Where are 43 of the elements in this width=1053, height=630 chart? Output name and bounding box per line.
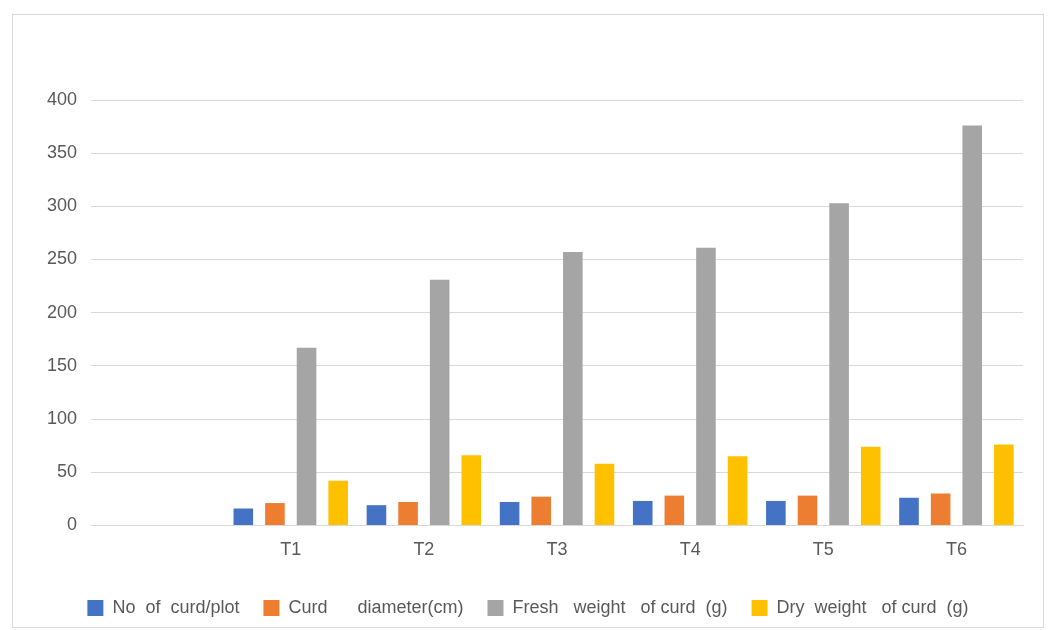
y-tick-label: 50	[57, 461, 78, 482]
bar	[797, 495, 818, 525]
y-tick-label: 150	[46, 354, 78, 375]
bar	[461, 455, 482, 525]
bar	[366, 505, 387, 525]
bar	[860, 446, 881, 525]
bar	[899, 497, 919, 525]
y-tick-label: 100	[46, 408, 78, 429]
bar	[429, 279, 450, 525]
bar	[296, 347, 317, 525]
x-tick-label: T4	[679, 539, 701, 560]
x-tick-label: T2	[413, 539, 435, 560]
y-tick-label: 250	[46, 248, 78, 269]
bar	[632, 500, 653, 525]
bar	[829, 203, 849, 525]
bar	[531, 496, 552, 525]
bar	[994, 444, 1014, 525]
y-tick-label: 400	[46, 88, 78, 109]
legend-label: Fresh weight of curd (g)	[512, 596, 728, 617]
x-tick-label: T5	[812, 539, 834, 560]
y-tick-label: 350	[46, 142, 78, 163]
bar	[962, 125, 983, 525]
bar	[930, 493, 951, 525]
bar	[696, 247, 716, 525]
bar	[328, 480, 348, 525]
bar	[265, 503, 285, 525]
y-tick-label: 0	[67, 514, 78, 535]
y-tick-label: 300	[46, 195, 78, 216]
bar	[499, 502, 520, 525]
bar	[727, 456, 748, 525]
x-tick-label: T6	[945, 539, 967, 560]
legend-label: No of curd/plot	[112, 596, 240, 617]
x-tick-label: T1	[280, 539, 302, 560]
x-tick-label: T3	[546, 539, 568, 560]
legend-label: Dry weight of curd (g)	[776, 596, 969, 617]
legend-label: Curd diameter(cm)	[288, 596, 464, 617]
bar	[398, 502, 418, 525]
bar	[664, 495, 685, 525]
bar	[233, 508, 254, 525]
y-tick-label: 200	[46, 301, 78, 322]
bar	[766, 500, 786, 525]
bar	[594, 463, 615, 525]
bar	[563, 252, 583, 525]
